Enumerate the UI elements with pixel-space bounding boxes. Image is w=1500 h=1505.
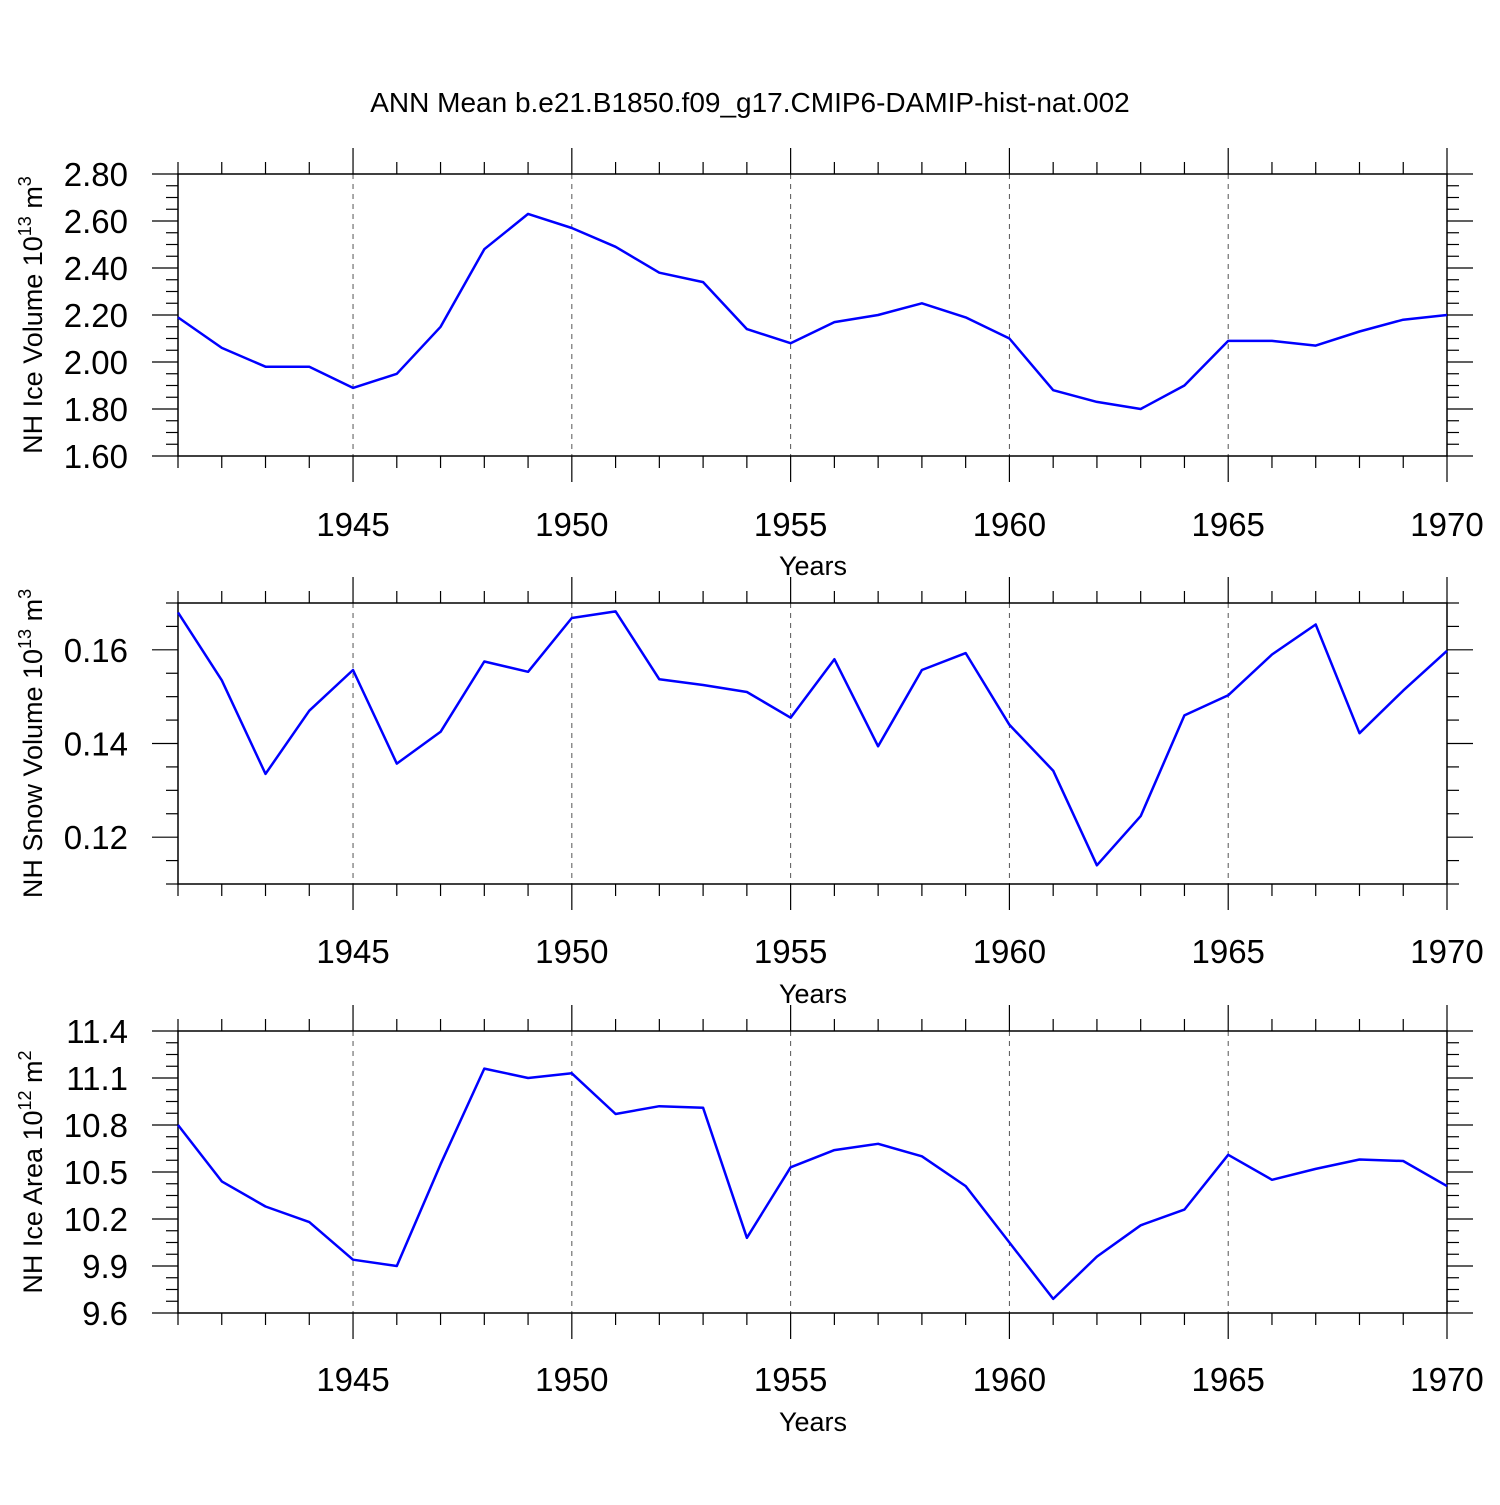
x-tick-label: 1950	[535, 933, 608, 970]
x-tick-label: 1960	[973, 506, 1046, 543]
y-tick-label: 10.8	[64, 1107, 128, 1144]
x-tick-label: 1965	[1191, 506, 1264, 543]
x-axis-label: Years	[779, 551, 847, 581]
y-tick-label: 2.80	[64, 156, 128, 193]
y-tick-label: 2.40	[64, 250, 128, 287]
panel-1: 1.60 1.80 2.00 2.20 2.40 2.60 2.80 1945 1950 1955…	[15, 148, 1484, 581]
y-tick-label: 1.80	[64, 391, 128, 428]
plot-frame	[177, 602, 1448, 885]
y-tick-label: 2.60	[64, 203, 128, 240]
y-tick-label: 2.20	[64, 297, 128, 334]
y-tick-label: 1.60	[64, 438, 128, 475]
x-tick-label: 1970	[1410, 1361, 1483, 1398]
x-axis-label: Years	[779, 1407, 847, 1437]
x-tick-label: 1950	[535, 506, 608, 543]
x-tick-label: 1950	[535, 1361, 608, 1398]
x-tick-label: 1945	[316, 1361, 389, 1398]
x-tick-label: 1965	[1191, 933, 1264, 970]
x-tick-label: 1945	[316, 933, 389, 970]
y-tick-label: 9.6	[82, 1295, 128, 1332]
y-tick-label: 2.00	[64, 344, 128, 381]
chart-title: ANN Mean b.e21.B1850.f09_g17.CMIP6-DAMIP…	[370, 87, 1130, 118]
x-tick-label: 1965	[1191, 1361, 1264, 1398]
y-tick-label: 9.9	[82, 1248, 128, 1285]
y-axis-label: NH Ice Volume 1013 m3	[15, 176, 48, 454]
x-tick-label: 1945	[316, 506, 389, 543]
panel-2: 0.12 0.14 0.16 1945 1950 1955 1960 1965 1970 Year…	[15, 577, 1484, 1009]
series-line	[177, 212, 1448, 411]
series-line	[177, 1067, 1448, 1301]
y-tick-label: 10.5	[64, 1154, 128, 1191]
series-line	[176, 610, 1448, 867]
panel-3: 9.6 9.9 10.2 10.5 10.8 11.1 11.4 1945 1950 1955 19…	[15, 1005, 1484, 1437]
x-tick-label: 1955	[754, 506, 827, 543]
x-tick-label: 1960	[973, 933, 1046, 970]
x-axis-label: Years	[779, 979, 847, 1009]
y-axis-label: NH Ice Area 1012 m2	[15, 1050, 48, 1293]
y-tick-label: 10.2	[64, 1201, 128, 1238]
y-axis-label: NH Snow Volume 1013 m3	[15, 589, 48, 898]
x-tick-label: 1960	[973, 1361, 1046, 1398]
y-tick-label: 11.4	[66, 1013, 128, 1050]
y-tick-label: 0.14	[64, 726, 128, 763]
y-tick-label: 11.1	[66, 1060, 128, 1097]
plot-frame	[177, 173, 1448, 457]
y-tick-label: 0.12	[64, 819, 128, 856]
x-tick-label: 1970	[1410, 506, 1483, 543]
x-tick-label: 1955	[754, 1361, 827, 1398]
y-tick-label: 0.16	[64, 632, 128, 669]
x-tick-label: 1955	[754, 933, 827, 970]
x-tick-label: 1970	[1410, 933, 1483, 970]
